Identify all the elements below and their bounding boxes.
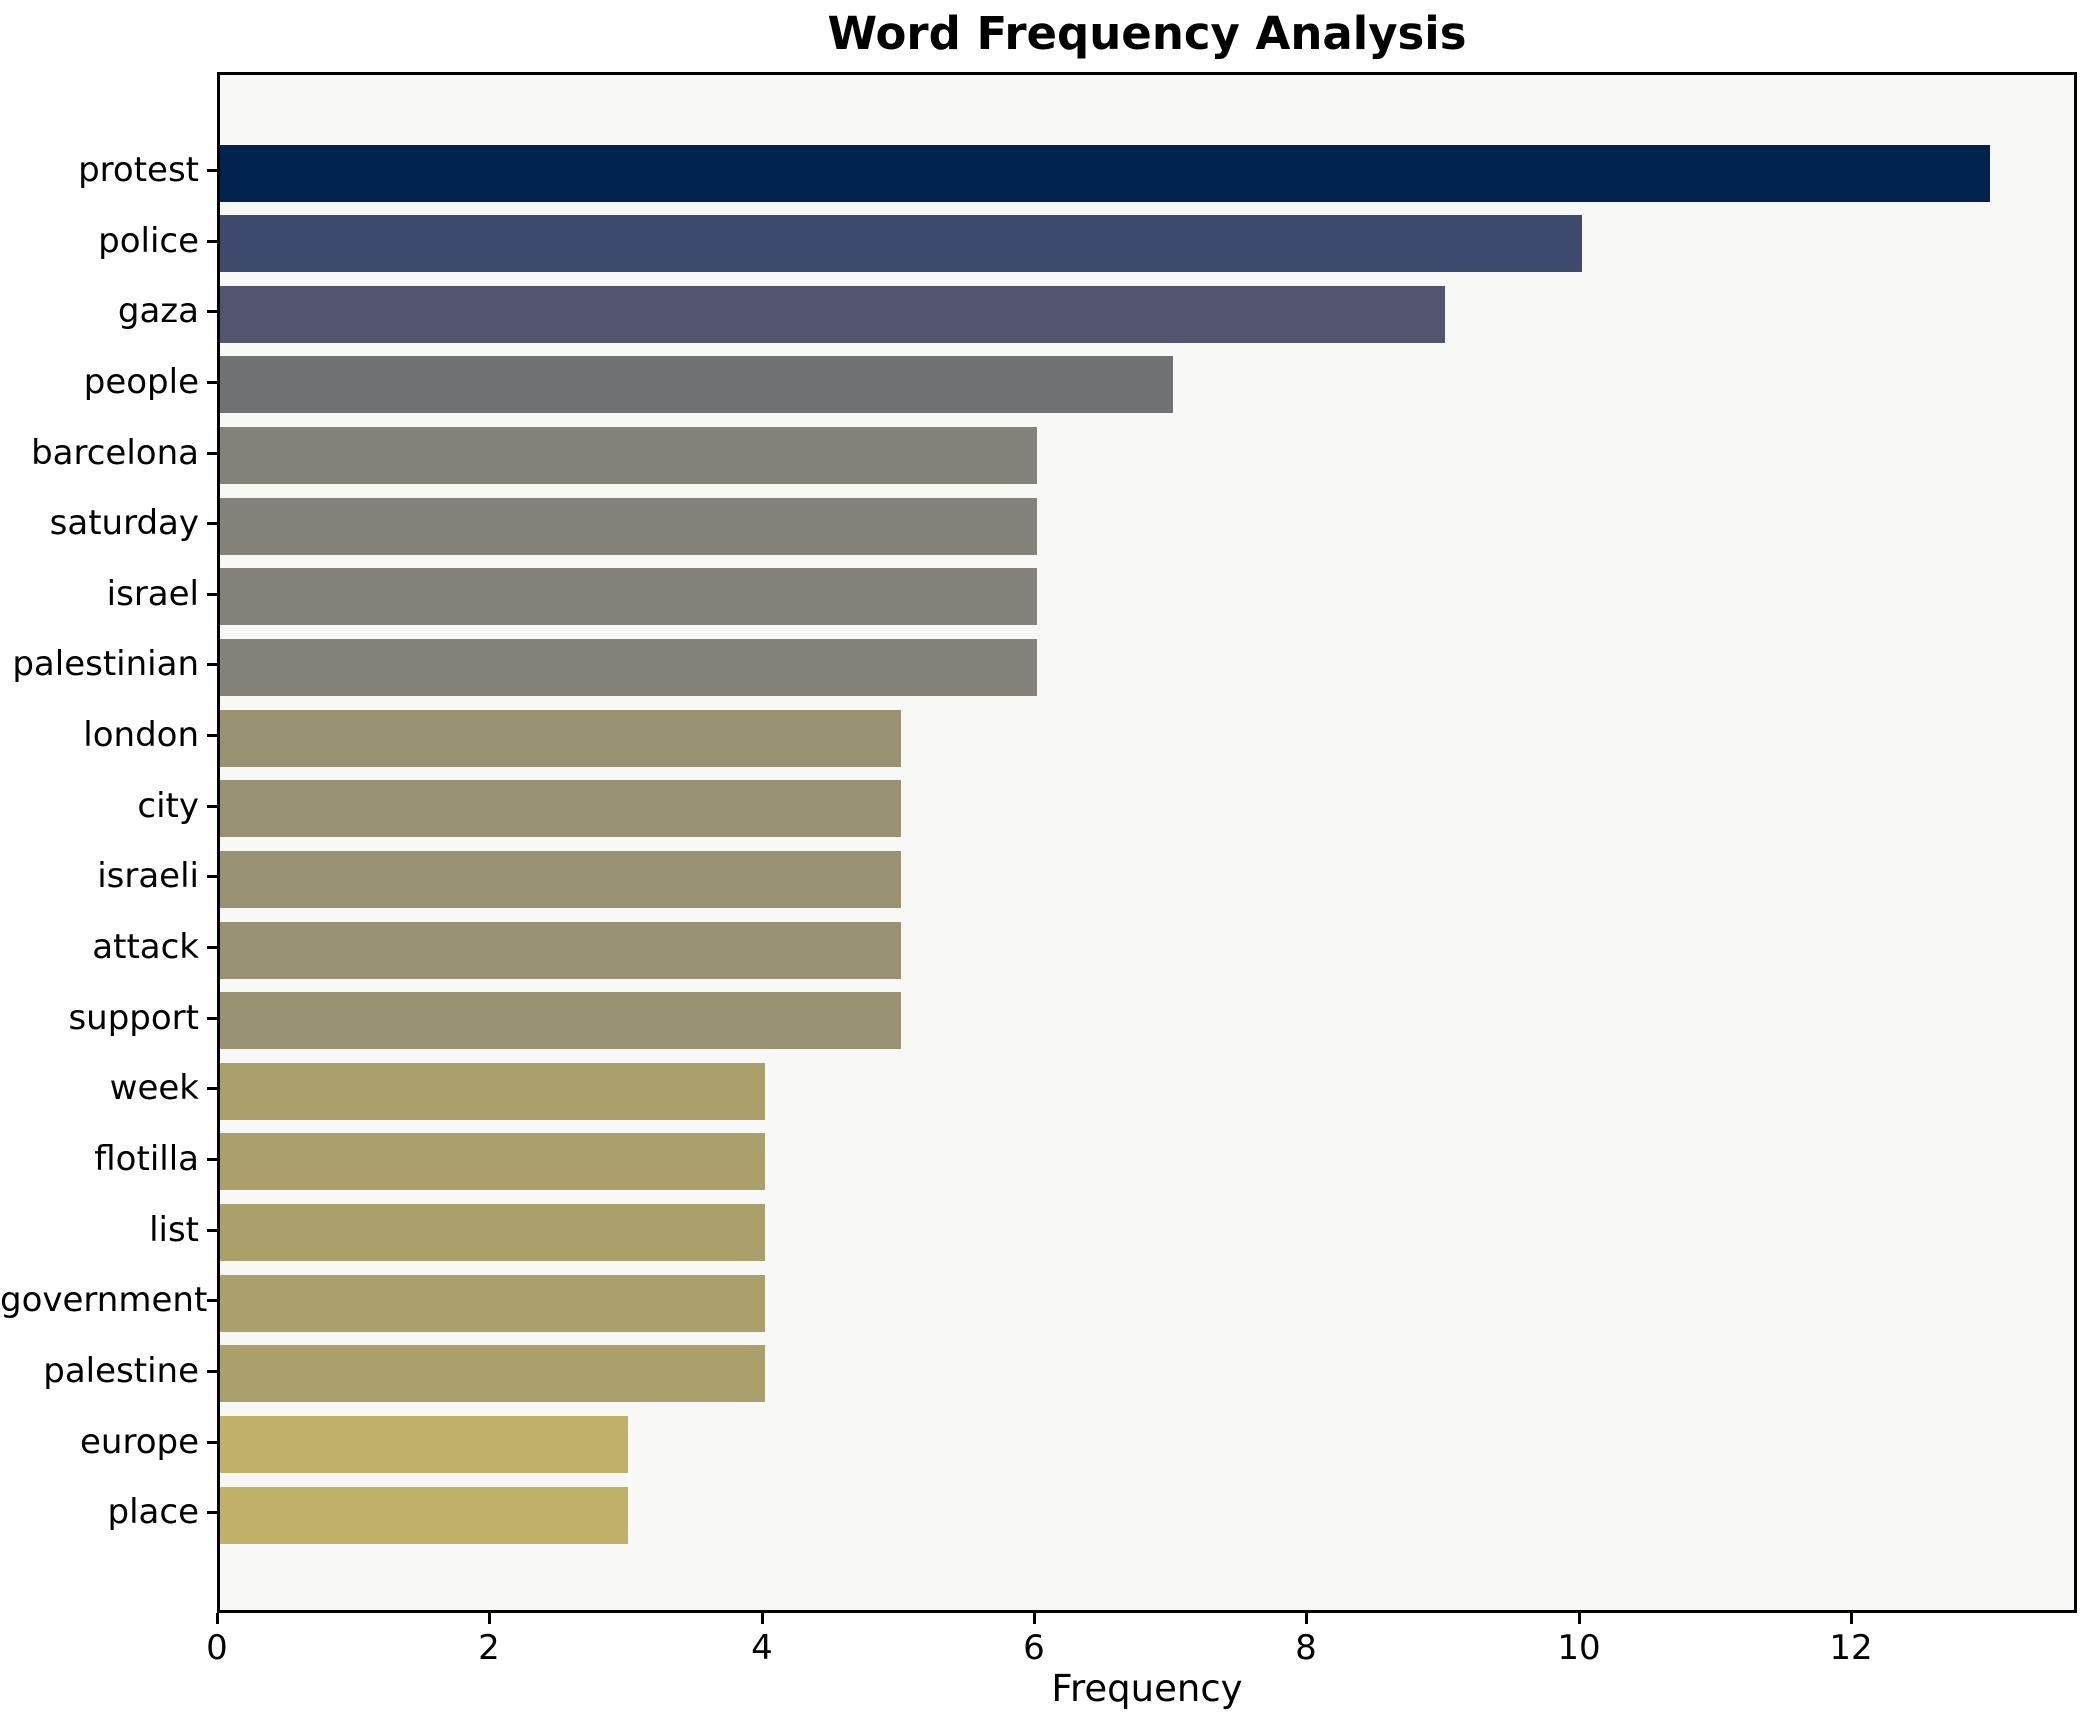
y-tick-label: barcelona bbox=[31, 433, 199, 473]
chart-title: Word Frequency Analysis bbox=[827, 7, 1467, 60]
y-tick-label: israeli bbox=[97, 856, 199, 896]
x-tick bbox=[1578, 1613, 1581, 1624]
y-tick bbox=[207, 946, 217, 949]
bar-saturday bbox=[220, 498, 1037, 555]
y-tick-label: week bbox=[109, 1068, 199, 1108]
y-tick bbox=[207, 1229, 217, 1232]
y-tick bbox=[207, 240, 217, 243]
bar-attack bbox=[220, 922, 901, 979]
y-tick bbox=[207, 663, 217, 666]
plot-area bbox=[217, 72, 2077, 1613]
y-tick bbox=[207, 381, 217, 384]
bar-palestinian bbox=[220, 639, 1037, 696]
y-tick bbox=[207, 1370, 217, 1373]
bar-london bbox=[220, 710, 901, 767]
bar-government bbox=[220, 1275, 765, 1332]
x-tick bbox=[1033, 1613, 1036, 1624]
bar-police bbox=[220, 215, 1582, 272]
x-axis-label: Frequency bbox=[1051, 1667, 1243, 1710]
y-tick-label: city bbox=[137, 786, 199, 826]
bar-protest bbox=[220, 145, 1990, 202]
y-tick bbox=[207, 1158, 217, 1161]
bar-support bbox=[220, 992, 901, 1049]
x-tick-label: 10 bbox=[1557, 1628, 1601, 1668]
x-tick bbox=[488, 1613, 491, 1624]
y-tick bbox=[207, 310, 217, 313]
bar-barcelona bbox=[220, 427, 1037, 484]
y-tick-label: police bbox=[98, 221, 199, 261]
bar-list bbox=[220, 1204, 765, 1261]
bar-week bbox=[220, 1063, 765, 1120]
bar-flotilla bbox=[220, 1133, 765, 1190]
y-tick bbox=[207, 1087, 217, 1090]
x-tick bbox=[216, 1613, 219, 1624]
y-tick bbox=[207, 734, 217, 737]
y-tick-label: london bbox=[83, 715, 199, 755]
bar-europe bbox=[220, 1416, 628, 1473]
bar-israel bbox=[220, 568, 1037, 625]
y-tick bbox=[207, 452, 217, 455]
bar-city bbox=[220, 780, 901, 837]
bar-israeli bbox=[220, 851, 901, 908]
y-tick-label: gaza bbox=[117, 291, 199, 331]
y-tick-label: protest bbox=[78, 150, 199, 190]
y-tick-label: europe bbox=[80, 1422, 199, 1462]
x-tick-label: 2 bbox=[478, 1628, 500, 1668]
y-tick-label: people bbox=[83, 362, 199, 402]
y-tick-label: saturday bbox=[49, 503, 199, 543]
bar-place bbox=[220, 1487, 628, 1544]
x-tick bbox=[1850, 1613, 1853, 1624]
y-tick-label: palestine bbox=[43, 1351, 199, 1391]
x-tick bbox=[1305, 1613, 1308, 1624]
y-tick bbox=[207, 805, 217, 808]
y-tick bbox=[207, 593, 217, 596]
x-tick-label: 8 bbox=[1295, 1628, 1317, 1668]
bar-palestine bbox=[220, 1345, 765, 1402]
y-tick bbox=[207, 169, 217, 172]
x-tick bbox=[761, 1613, 764, 1624]
y-tick bbox=[207, 522, 217, 525]
bar-people bbox=[220, 356, 1173, 413]
y-tick-label: israel bbox=[106, 574, 199, 614]
y-tick-label: list bbox=[149, 1210, 199, 1250]
y-tick bbox=[207, 1511, 217, 1514]
x-tick-label: 6 bbox=[1023, 1628, 1045, 1668]
y-tick bbox=[207, 1441, 217, 1444]
y-tick bbox=[207, 875, 217, 878]
y-tick-label: support bbox=[68, 998, 199, 1038]
x-tick-label: 4 bbox=[751, 1628, 773, 1668]
x-tick-label: 12 bbox=[1829, 1628, 1873, 1668]
y-tick-label: palestinian bbox=[12, 644, 199, 684]
bar-gaza bbox=[220, 286, 1445, 343]
x-tick-label: 0 bbox=[206, 1628, 228, 1668]
y-tick-label: place bbox=[107, 1492, 199, 1532]
y-tick bbox=[207, 1299, 217, 1302]
y-tick-label: attack bbox=[92, 927, 199, 967]
y-tick-label: flotilla bbox=[94, 1139, 199, 1179]
y-tick-label: government bbox=[0, 1280, 208, 1320]
y-tick bbox=[207, 1017, 217, 1020]
